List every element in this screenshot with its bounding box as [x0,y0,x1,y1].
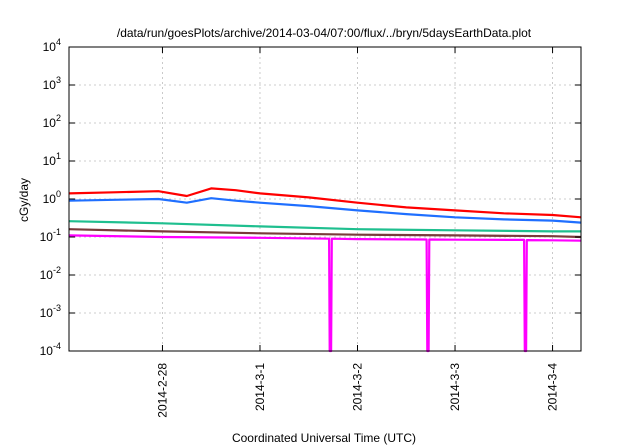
y-tick-label: 10-1 [40,227,61,244]
y-tick-label: 10-2 [40,265,61,282]
y-tick-label: 102 [43,113,61,130]
x-tick-label: 2014-2-28 [155,363,169,418]
y-tick-label: 10-4 [40,341,61,358]
x-tick-label: 2014-3-2 [351,363,365,411]
series-line-3 [68,220,581,233]
y-axis-label: cGy/day [17,178,31,222]
y-tick-label: 101 [43,151,61,168]
series-line-4 [68,228,582,239]
y-tick-label: 104 [43,37,61,54]
x-tick-label: 2014-3-1 [253,363,267,411]
y-tick-label: 10-3 [40,303,61,320]
x-axis: 2014-2-28 2014-3-1 2014-3-2 2014-3-3 2014-3-… [155,47,560,418]
series-line-2 [68,197,582,224]
y-tick-label: 100 [43,189,61,206]
series-line-5 [68,234,582,353]
series-group [68,187,582,353]
chart-title: /data/run/goesPlots/archive/2014-03-04/0… [117,26,532,40]
y-axis: 10-4 10-3 10-2 10-1 100 101 102 103 104 [40,37,581,358]
series-line-1 [68,187,582,219]
x-tick-label: 2014-3-4 [546,363,560,411]
x-tick-label: 2014-3-3 [448,363,462,411]
y-tick-label: 103 [43,75,61,92]
x-axis-label: Coordinated Universal Time (UTC) [232,431,416,445]
